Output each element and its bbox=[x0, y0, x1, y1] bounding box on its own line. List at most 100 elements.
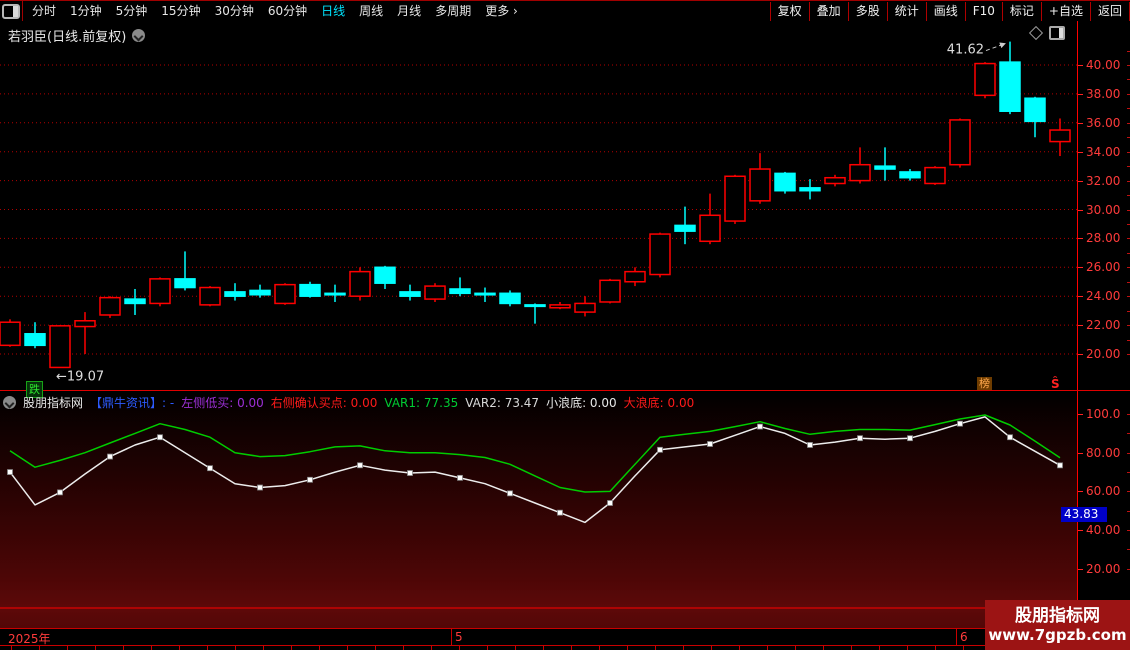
period-tab-6[interactable]: 60分钟 bbox=[267, 4, 308, 18]
date-tick-strip bbox=[0, 645, 1130, 650]
candle bbox=[49, 325, 71, 369]
axis-minor-tick bbox=[1127, 50, 1130, 52]
candle bbox=[224, 291, 246, 297]
price-axis-label: 24.00 bbox=[1086, 289, 1121, 304]
indicator-field-5: 小浪底: 0.00 bbox=[546, 396, 617, 410]
indicator-field-3: VAR1: 77.35 bbox=[384, 395, 459, 410]
layout-toggle-button[interactable] bbox=[0, 1, 23, 21]
indicator-axis-label: 60.00 bbox=[1086, 484, 1121, 499]
candle bbox=[824, 176, 846, 185]
period-tab-1[interactable]: 分时 bbox=[32, 4, 57, 18]
watermark-url: www.7gpzb.com bbox=[988, 626, 1127, 644]
toolbar-button-5[interactable]: 画线 bbox=[927, 1, 966, 21]
line-marker bbox=[307, 476, 313, 483]
axis-minor-tick bbox=[1127, 354, 1130, 355]
indicator-axis-label: 20.00 bbox=[1086, 561, 1121, 576]
candle bbox=[599, 279, 621, 303]
period-tab-3[interactable]: 5分钟 bbox=[115, 4, 148, 18]
chevron-down-icon[interactable] bbox=[3, 396, 16, 409]
date-separator bbox=[451, 629, 452, 645]
line-marker bbox=[957, 420, 963, 427]
axis-minor-tick bbox=[1127, 151, 1130, 153]
axis-minor-tick bbox=[1127, 510, 1130, 512]
line-marker bbox=[657, 446, 663, 453]
axis-minor-tick bbox=[1127, 549, 1130, 551]
period-tab-11[interactable]: 更多 › bbox=[485, 4, 518, 18]
price-axis-label: 40.00 bbox=[1086, 58, 1121, 72]
line-marker bbox=[107, 453, 113, 460]
rank-badge[interactable]: 榜 bbox=[977, 377, 992, 390]
main-chart-panel: 41.62 ←19.07 若羽臣(日线.前复权) bbox=[0, 21, 1077, 390]
date-tick bbox=[627, 646, 628, 650]
date-tick bbox=[67, 646, 68, 650]
axis-tick bbox=[1078, 414, 1083, 415]
price-axis-label: 34.00 bbox=[1086, 144, 1121, 159]
period-tab-4[interactable]: 15分钟 bbox=[161, 4, 201, 18]
date-tick bbox=[599, 646, 600, 650]
toolbar-button-7[interactable]: 标记 bbox=[1003, 1, 1042, 21]
line-marker bbox=[557, 509, 563, 516]
axis-minor-tick bbox=[1127, 414, 1130, 415]
candle bbox=[574, 302, 596, 313]
axis-minor-tick bbox=[1127, 339, 1130, 341]
toolbar-button-9[interactable]: 返回 bbox=[1091, 1, 1130, 21]
line-marker bbox=[707, 441, 713, 447]
indicator-line-VAR1 bbox=[9, 414, 1061, 493]
toolbar-button-4[interactable]: 统计 bbox=[888, 1, 927, 21]
split-window-icon[interactable] bbox=[1049, 26, 1065, 40]
date-tick bbox=[739, 646, 740, 650]
indicator-field-2: 右侧确认买点: 0.00 bbox=[270, 396, 378, 410]
toolbar-right-buttons: 复权 叠加 多股 统计 画线 F10 标记 +自选 返回 bbox=[769, 1, 1130, 21]
toolbar-button-6[interactable]: F10 bbox=[966, 1, 1003, 21]
axis-tick bbox=[1078, 491, 1083, 493]
date-tick bbox=[767, 646, 768, 650]
toolbar-button-8[interactable]: +自选 bbox=[1042, 1, 1091, 21]
period-tab-2[interactable]: 1分钟 bbox=[70, 4, 102, 18]
period-tab-7[interactable]: 日线 bbox=[321, 4, 346, 18]
indicator-brand: 【鼎牛资讯】: - bbox=[90, 396, 175, 410]
indicator-axis-label: 80.00 bbox=[1086, 445, 1121, 460]
chart-title[interactable]: 若羽臣(日线.前复权) bbox=[8, 26, 146, 45]
period-tab-8[interactable]: 周线 bbox=[359, 4, 384, 18]
watermark: 股朋指标网 www.7gpzb.com bbox=[985, 600, 1130, 650]
date-tick bbox=[263, 646, 264, 650]
toolbar-button-2[interactable]: 叠加 bbox=[810, 1, 849, 21]
toolbar-button-1[interactable]: 复权 bbox=[771, 1, 810, 21]
axis-minor-tick bbox=[1127, 568, 1130, 570]
chevron-down-icon[interactable] bbox=[132, 29, 146, 42]
candle bbox=[174, 278, 196, 289]
indicator-line-VAR2 bbox=[9, 416, 1061, 524]
candle bbox=[274, 283, 296, 305]
line-marker bbox=[857, 435, 863, 442]
candle bbox=[699, 214, 721, 243]
candle bbox=[624, 270, 646, 283]
line-marker bbox=[457, 474, 463, 481]
date-label: 2025年 bbox=[8, 632, 51, 646]
price-axis: 40.00 38.00 36.00 34.00 32.00 30.00 28.00 26.00… bbox=[1077, 21, 1130, 390]
period-tab-10[interactable]: 多周期 bbox=[435, 4, 472, 18]
candle bbox=[999, 61, 1021, 112]
axis-minor-tick bbox=[1127, 472, 1130, 474]
axis-minor-tick bbox=[1127, 310, 1130, 312]
date-tick bbox=[151, 646, 152, 650]
date-tick bbox=[711, 646, 712, 650]
date-tick bbox=[235, 646, 236, 650]
date-tick bbox=[375, 646, 376, 650]
period-tabs: 分时 1分钟 5分钟 15分钟 30分钟 60分钟 日线 周线 月线 多周期 更多 › bbox=[23, 1, 770, 21]
candle bbox=[949, 119, 971, 166]
toolbar-button-3[interactable]: 多股 bbox=[849, 1, 888, 21]
axis-minor-tick bbox=[1127, 223, 1130, 225]
period-tab-5[interactable]: 30分钟 bbox=[214, 4, 254, 18]
date-tick bbox=[571, 646, 572, 650]
axis-minor-tick bbox=[1127, 108, 1130, 110]
axis-tick bbox=[1078, 267, 1083, 269]
panel-divider[interactable] bbox=[0, 390, 1130, 391]
axis-tick bbox=[1078, 65, 1083, 66]
candle bbox=[899, 171, 921, 179]
axis-tick bbox=[1078, 122, 1083, 124]
diamond-icon[interactable] bbox=[1028, 25, 1044, 41]
line-marker bbox=[1057, 462, 1063, 469]
period-tab-9[interactable]: 月线 bbox=[397, 4, 422, 18]
line-marker bbox=[757, 423, 763, 430]
